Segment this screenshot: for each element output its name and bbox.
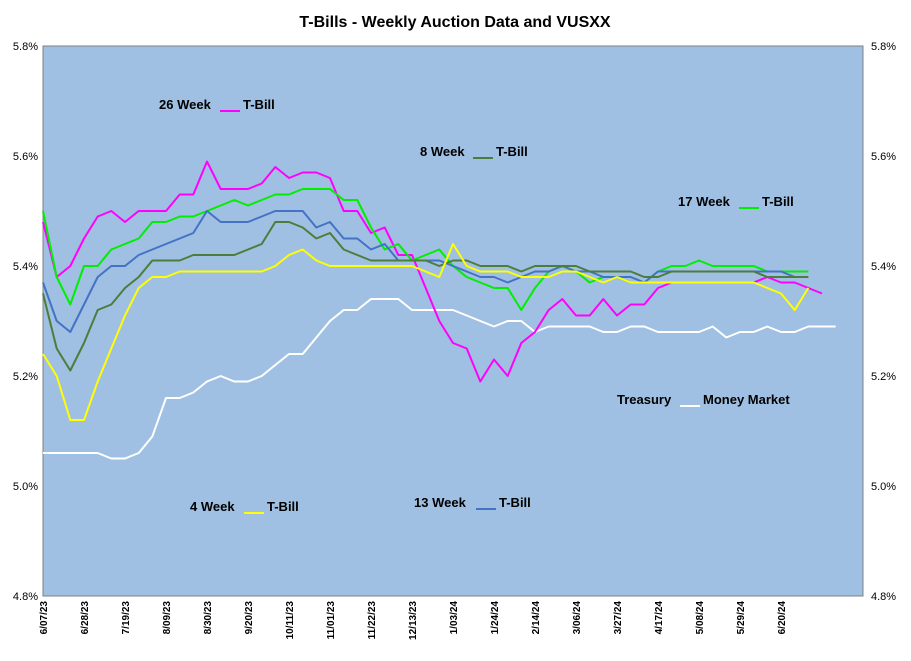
series-label-suffix: T-Bill <box>243 97 275 112</box>
y-tick-label-right: 4.8% <box>871 591 896 603</box>
series-label-suffix: T-Bill <box>496 144 528 159</box>
x-tick-label: 10/11/23 <box>285 601 296 640</box>
x-tick-label: 7/19/23 <box>121 601 132 635</box>
x-tick-label: 6/07/23 <box>39 601 50 635</box>
y-tick-label-left: 5.8% <box>13 41 38 53</box>
series-line-8-week-t-bill <box>42 221 809 372</box>
x-axis: 6/07/23 6/28/23 7/19/23 8/09/23 8/30/23 9/20/… <box>39 601 788 640</box>
y-tick-label-left: 5.6% <box>13 151 38 163</box>
y-tick-label-right: 5.4% <box>871 261 896 273</box>
chart-title: T-Bills - Weekly Auction Data and VUSXX <box>299 14 611 31</box>
y-tick-label-left: 5.2% <box>13 371 38 383</box>
series-label-26-week-t-bill: 26 Week <box>159 97 212 112</box>
series-label-13-week-t-bill: 13 Week <box>414 495 467 510</box>
plot-area <box>42 45 864 597</box>
series-label-4-week-t-bill: 4 Week <box>190 499 235 514</box>
x-tick-label: 4/17/24 <box>654 601 665 635</box>
x-tick-label: 3/27/24 <box>613 601 624 635</box>
y-tick-label-right: 5.8% <box>871 41 896 53</box>
y-tick-label-right: 5.0% <box>871 481 896 493</box>
y-tick-label-left: 5.4% <box>13 261 38 273</box>
series-label-17-week-t-bill: 17 Week <box>678 194 731 209</box>
series-line-17-week-t-bill <box>42 188 809 311</box>
y-axis-right: 4.8% 5.0% 5.2% 5.4% 5.6% 5.8% <box>871 41 896 603</box>
y-axis-left: 4.8% 5.0% 5.2% 5.4% 5.6% 5.8% <box>13 41 38 603</box>
series-lines <box>42 160 836 460</box>
x-tick-label: 6/20/24 <box>777 601 788 635</box>
x-tick-label: 12/13/23 <box>408 601 419 640</box>
y-tick-label-left: 5.0% <box>13 481 38 493</box>
x-tick-label: 5/08/24 <box>695 601 706 635</box>
x-tick-label: 1/03/24 <box>449 601 460 635</box>
y-tick-label-left: 4.8% <box>13 591 38 603</box>
x-tick-label: 9/20/23 <box>244 601 255 635</box>
x-tick-label: 8/09/23 <box>162 601 173 635</box>
x-tick-label: 11/01/23 <box>326 601 337 640</box>
x-tick-label: 1/24/24 <box>490 601 501 635</box>
y-tick-label-right: 5.2% <box>871 371 896 383</box>
series-label-suffix: T-Bill <box>762 194 794 209</box>
y-tick-label-right: 5.6% <box>871 151 896 163</box>
series-label-suffix: T-Bill <box>499 495 531 510</box>
series-label-suffix: T-Bill <box>267 499 299 514</box>
series-line-4-week-t-bill <box>42 243 810 421</box>
series-labels: Treasury Money Market 26 Week T-Bill 17 Week… <box>159 97 794 514</box>
x-tick-label: 2/14/24 <box>531 601 542 635</box>
series-line-treasury-money-market <box>43 298 836 460</box>
x-tick-label: 3/06/24 <box>572 601 583 635</box>
x-tick-label: 5/29/24 <box>736 601 747 635</box>
series-label-8-week-t-bill: 8 Week <box>420 144 465 159</box>
x-tick-label: 8/30/23 <box>203 601 214 635</box>
x-tick-label: 11/22/23 <box>367 601 378 640</box>
series-label-suffix: Money Market <box>703 392 790 407</box>
series-label-treasury-money-market: Treasury <box>617 392 672 407</box>
x-tick-label: 6/28/23 <box>80 601 91 635</box>
